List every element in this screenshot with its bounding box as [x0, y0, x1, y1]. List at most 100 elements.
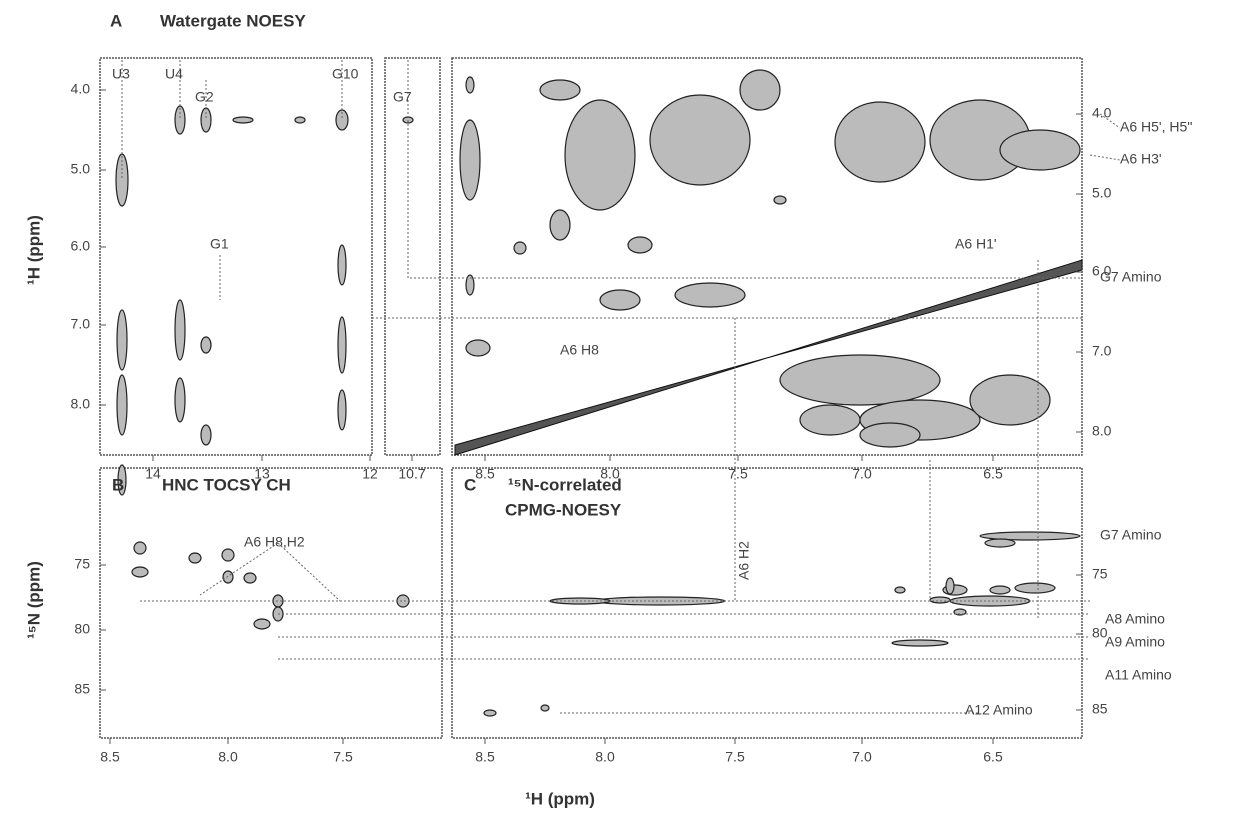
annotation: U3 — [112, 66, 130, 82]
peak — [200, 336, 212, 354]
y-tick-label: 5.0 — [71, 161, 91, 177]
peak — [599, 289, 641, 311]
x-tick-label: 6.5 — [983, 466, 1003, 482]
peak — [1014, 582, 1056, 594]
spectra — [100, 60, 1121, 744]
x-tick-label: 7.5 — [725, 749, 745, 765]
x-tick-label: 7.0 — [852, 749, 872, 765]
panel-title: CPMG-NOESY — [505, 500, 622, 519]
axis-title: ¹⁵N (ppm) — [24, 561, 43, 639]
x-tick-label: 6.5 — [983, 749, 1003, 765]
annotation: G7 — [393, 89, 412, 105]
axis-title: ¹H (ppm) — [24, 215, 43, 285]
guide-line — [1099, 113, 1121, 129]
annotation: A8 Amino — [1105, 611, 1165, 627]
peak — [200, 424, 212, 446]
peak — [539, 79, 581, 101]
peak — [949, 595, 1031, 607]
panel-letter: B — [112, 475, 124, 494]
x-tick-label: 10.7 — [398, 466, 425, 482]
peak — [674, 282, 746, 308]
peak — [337, 316, 347, 374]
x-tick-label: 7.5 — [728, 466, 748, 482]
x-tick-label: 12 — [362, 466, 378, 482]
peak — [929, 596, 951, 604]
peak — [459, 119, 481, 201]
panel-title: HNC TOCSY CH — [162, 475, 291, 494]
guide-line — [1089, 154, 1121, 161]
annotation: A9 Amino — [1105, 634, 1165, 650]
x-tick-label: 8.5 — [475, 749, 495, 765]
y-tick-label: 8.0 — [71, 396, 91, 412]
peak — [984, 538, 1016, 548]
y-tick-label: 80 — [74, 621, 90, 637]
annotation: A6 H2 — [736, 541, 752, 580]
x-tick-label: 8.5 — [475, 466, 495, 482]
peak — [294, 116, 306, 124]
peak — [465, 76, 475, 94]
x-tick-label: 8.0 — [218, 749, 238, 765]
x-tick-label: 13 — [254, 466, 270, 482]
y-tick-label: 85 — [1092, 701, 1108, 717]
x-tick-label: 8.0 — [595, 749, 615, 765]
peak — [989, 585, 1011, 595]
peak — [649, 94, 751, 186]
peak — [540, 704, 550, 712]
x-tick-label: 14 — [145, 466, 161, 482]
panel-b — [99, 467, 443, 739]
peak — [465, 339, 491, 357]
peak — [999, 129, 1081, 171]
guide-line — [199, 542, 279, 596]
panel-a-mid — [384, 57, 441, 456]
panel-title: ¹⁵N-correlated — [508, 475, 622, 494]
peak — [549, 209, 571, 241]
peak — [116, 374, 128, 436]
peak — [969, 374, 1051, 426]
panel-letter: A — [110, 11, 122, 30]
y-tick-label: 7.0 — [1092, 343, 1112, 359]
peak — [859, 422, 921, 448]
annotation: G7 Amino — [1100, 527, 1162, 543]
panel-letter: C — [464, 475, 476, 494]
panel-a-left — [99, 57, 373, 456]
axis-title: ¹H (ppm) — [525, 789, 595, 808]
annotation: U4 — [165, 66, 183, 82]
y-tick-label: 85 — [74, 681, 90, 697]
peak — [513, 241, 527, 255]
y-tick-label: 4.0 — [71, 81, 91, 97]
peak — [117, 464, 127, 496]
annotation: A11 Amino — [1105, 667, 1172, 683]
annotation: A6 H1' — [955, 236, 997, 252]
peak — [779, 354, 941, 406]
peak — [131, 566, 149, 578]
annotation: A6 H8,H2 — [244, 534, 305, 550]
peak — [396, 594, 410, 608]
peak — [200, 107, 212, 133]
peak — [773, 195, 787, 205]
peak — [133, 541, 147, 555]
diagonal — [454, 259, 1083, 456]
peak — [564, 99, 636, 211]
peak — [483, 709, 497, 717]
peak — [232, 116, 254, 124]
y-tick-label: 75 — [74, 556, 90, 572]
annotation: G10 — [332, 66, 359, 82]
peak — [222, 570, 234, 584]
annotation: A6 H5', H5'' — [1120, 119, 1193, 135]
peak — [174, 377, 186, 423]
peak — [337, 389, 347, 431]
annotation: A6 H3' — [1120, 151, 1162, 167]
peak — [465, 274, 475, 296]
y-tick-label: 80 — [1092, 625, 1108, 641]
peak — [253, 618, 271, 630]
guide-line — [277, 542, 341, 602]
peak — [945, 577, 955, 595]
y-tick-label: 75 — [1092, 566, 1108, 582]
y-tick-label: 6.0 — [71, 238, 91, 254]
peak — [739, 69, 781, 111]
peak — [891, 639, 949, 647]
annotation: A6 H8 — [560, 342, 599, 358]
y-tick-label: 4.0 — [1092, 105, 1112, 121]
panel-a-right — [451, 57, 1083, 456]
